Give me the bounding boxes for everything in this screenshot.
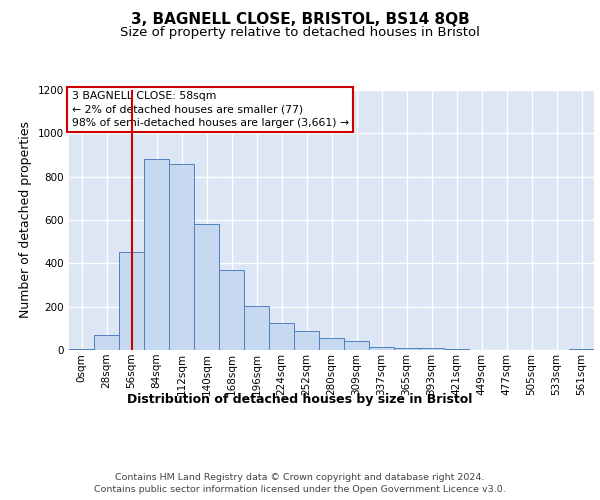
Y-axis label: Number of detached properties: Number of detached properties <box>19 122 32 318</box>
Bar <box>144 160 169 350</box>
Bar <box>394 348 419 350</box>
Text: Distribution of detached houses by size in Bristol: Distribution of detached houses by size … <box>127 392 473 406</box>
Text: Size of property relative to detached houses in Bristol: Size of property relative to detached ho… <box>120 26 480 39</box>
Bar <box>94 335 119 350</box>
Bar <box>269 323 294 350</box>
Bar <box>319 338 344 350</box>
Text: 3 BAGNELL CLOSE: 58sqm
← 2% of detached houses are smaller (77)
98% of semi-deta: 3 BAGNELL CLOSE: 58sqm ← 2% of detached … <box>71 92 349 128</box>
Bar <box>119 252 144 350</box>
Bar <box>69 349 94 350</box>
Bar <box>244 306 269 350</box>
Text: 3, BAGNELL CLOSE, BRISTOL, BS14 8QB: 3, BAGNELL CLOSE, BRISTOL, BS14 8QB <box>131 12 469 28</box>
Text: Contains HM Land Registry data © Crown copyright and database right 2024.
Contai: Contains HM Land Registry data © Crown c… <box>94 472 506 494</box>
Bar <box>294 330 319 350</box>
Bar <box>169 164 194 350</box>
Bar <box>219 270 244 350</box>
Bar <box>419 348 444 350</box>
Bar <box>194 224 219 350</box>
Bar <box>344 342 369 350</box>
Bar <box>369 347 394 350</box>
